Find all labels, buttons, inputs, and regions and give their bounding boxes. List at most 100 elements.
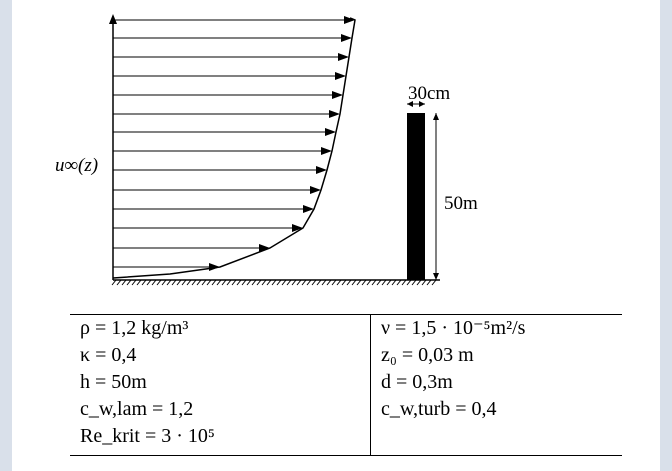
arrow-head [321, 147, 332, 155]
hatch-line [231, 279, 237, 286]
arrow-head [325, 128, 336, 136]
hatch-line [371, 279, 377, 286]
hatch-line [191, 279, 197, 286]
side-strip [660, 0, 672, 471]
hatch-line [306, 279, 312, 286]
arrow-head [259, 244, 270, 252]
hatch-line [121, 279, 127, 286]
hatch-line [376, 279, 382, 286]
hatch-line [311, 279, 317, 286]
hatch-line [366, 279, 372, 286]
hatch-line [251, 279, 257, 286]
hatch-line [196, 279, 202, 286]
hatch-line [216, 279, 222, 286]
hatch-line [361, 279, 367, 286]
side-strip [0, 0, 12, 471]
arrow-head [341, 34, 352, 42]
hatch-line [271, 279, 277, 286]
hatch-line [341, 279, 347, 286]
hatch-line [131, 279, 137, 286]
hatch-line [286, 279, 292, 286]
cell: κ = 0,4 [80, 344, 137, 366]
arrow-head [344, 16, 355, 24]
hatch-line [161, 279, 167, 286]
hatch-line [336, 279, 342, 286]
hatch-line [411, 279, 417, 286]
hatch-line [181, 279, 187, 286]
hatch-line [346, 279, 352, 286]
hatch-line [116, 279, 122, 286]
cell: c_w,lam = 1,2 [80, 398, 194, 420]
hatch-line [206, 279, 212, 286]
hatch-line [316, 279, 322, 286]
arrow-head [335, 72, 346, 80]
cell: ρ = 1,2 kg/m³ [80, 317, 189, 339]
hatch-line [406, 279, 412, 286]
hatch-line [391, 279, 397, 286]
ground-hatch [111, 279, 437, 286]
profile-curve [112, 17, 356, 279]
cell: z₀ = 0,03 m [381, 344, 474, 366]
hatch-line [236, 279, 242, 286]
hatch-line [416, 279, 422, 286]
dim-arrow [433, 113, 439, 120]
arrow-head [329, 110, 340, 118]
hatch-line [166, 279, 172, 286]
hatch-line [151, 279, 157, 286]
arrow-head [316, 166, 327, 174]
hatch-line [136, 279, 142, 286]
cell: ν = 1,5 · 10⁻⁵m²/s [381, 317, 526, 339]
diagram: 30cm 50m u∞(z) [55, 14, 478, 286]
hatch-line [356, 279, 362, 286]
hatch-line [246, 279, 252, 286]
hatch-line [171, 279, 177, 286]
arrow-head [292, 224, 303, 232]
hatch-line [256, 279, 262, 286]
hatch-line [326, 279, 332, 286]
hatch-line [296, 279, 302, 286]
hatch-line [331, 279, 337, 286]
cell: d = 0,3m [381, 371, 453, 393]
hatch-line [226, 279, 232, 286]
velocity-label: u∞(z) [55, 155, 98, 176]
hatch-line [211, 279, 217, 286]
arrow-head [310, 186, 321, 194]
hatch-line [186, 279, 192, 286]
arrow-head [338, 53, 349, 61]
hatch-line [221, 279, 227, 286]
column: ν = 1,5 · 10⁻⁵m²/s z₀ = 0,03 m d = 0,3m … [371, 315, 622, 455]
cell: h = 50m [80, 371, 147, 393]
hatch-line [241, 279, 247, 286]
hatch-line [111, 279, 117, 286]
hatch-line [301, 279, 307, 286]
hatch-line [351, 279, 357, 286]
width-label: 30cm [408, 83, 450, 104]
pole [407, 113, 425, 280]
hatch-line [201, 279, 207, 286]
dim-arrow [419, 101, 425, 107]
axis-arrow [109, 14, 117, 24]
hatch-line [291, 279, 297, 286]
arrow-head [209, 263, 220, 271]
hatch-line [176, 279, 182, 286]
hatch-line [281, 279, 287, 286]
height-label: 50m [444, 193, 478, 214]
velocity-profile [112, 16, 356, 279]
hatch-line [266, 279, 272, 286]
arrow-head [332, 91, 343, 99]
column: ρ = 1,2 kg/m³ κ = 0,4 h = 50m c_w,lam = … [70, 315, 371, 455]
dim-arrow [433, 273, 439, 280]
hatch-line [401, 279, 407, 286]
cell: Re_krit = 3 · 10⁵ [80, 425, 215, 447]
hatch-line [156, 279, 162, 286]
hatch-line [381, 279, 387, 286]
parameter-table: ρ = 1,2 kg/m³ κ = 0,4 h = 50m c_w,lam = … [70, 314, 622, 456]
hatch-line [426, 279, 432, 286]
hatch-line [386, 279, 392, 286]
hatch-line [261, 279, 267, 286]
hatch-line [126, 279, 132, 286]
dim-arrow [407, 101, 413, 107]
arrow-head [303, 205, 314, 213]
hatch-line [421, 279, 427, 286]
